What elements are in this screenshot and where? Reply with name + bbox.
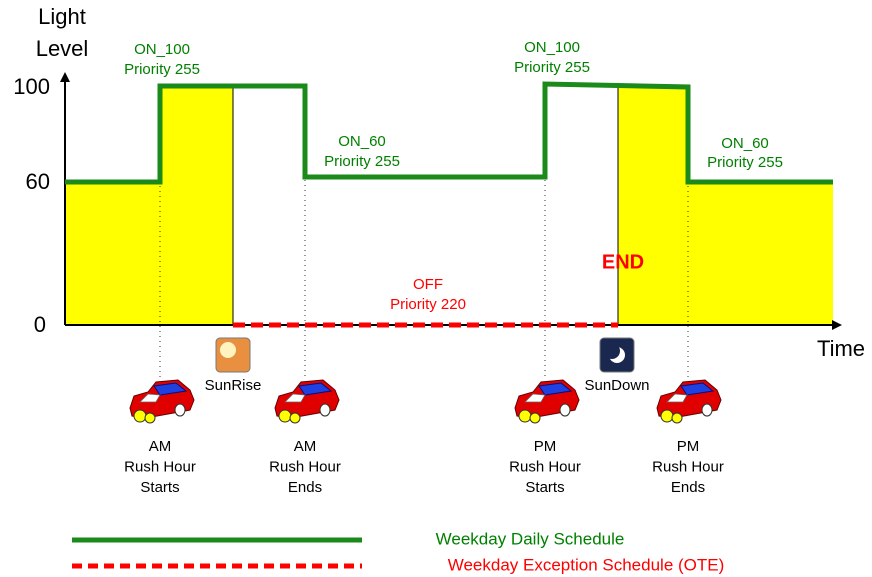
annotation: ON_100 (134, 41, 190, 58)
car-icon (129, 379, 195, 424)
car-icon (274, 379, 340, 424)
event-caption: Rush Hour (269, 458, 341, 475)
event-caption: AM (294, 438, 317, 455)
event-caption: Ends (288, 479, 322, 496)
daily-schedule-line (65, 81, 833, 185)
end-label: END (602, 251, 644, 273)
event-caption: PM (677, 438, 700, 455)
annotation: Priority 255 (324, 153, 400, 170)
annotation: OFF (413, 276, 443, 293)
sun-label: SunDown (584, 377, 649, 394)
legend-label: Weekday Daily Schedule (436, 529, 625, 548)
dotted-guides (159, 180, 689, 378)
event-caption: AM (149, 438, 172, 455)
y-title: Light (38, 4, 86, 29)
event-caption: Starts (140, 479, 179, 496)
y-tick: 100 (13, 74, 50, 99)
event-caption: Ends (671, 479, 705, 496)
annotation: ON_60 (721, 135, 769, 152)
axes (60, 72, 842, 330)
y-tick: 0 (34, 312, 46, 337)
annotation: ON_60 (338, 133, 386, 150)
sun-icon (215, 337, 251, 373)
sun-label: SunRise (205, 377, 262, 394)
car-icon (514, 379, 580, 424)
car-icon (656, 379, 722, 424)
annotation: ON_100 (524, 39, 580, 56)
fills (65, 86, 833, 325)
event-caption: Rush Hour (652, 458, 724, 475)
legend-label: Weekday Exception Schedule (OTE) (448, 555, 725, 574)
event-caption: PM (534, 438, 557, 455)
event-caption: Starts (525, 479, 564, 496)
x-title: Time (817, 336, 865, 361)
annotation: Priority 255 (514, 59, 590, 76)
event-caption: Rush Hour (124, 458, 196, 475)
y-tick: 60 (26, 169, 50, 194)
annotation: Priority 220 (390, 296, 466, 313)
y-title: Level (36, 36, 89, 61)
annotation: Priority 255 (124, 61, 200, 78)
event-caption: Rush Hour (509, 458, 581, 475)
event-captions: AM Rush Hour Starts AM Rush Hour Ends PM Rush H… (124, 438, 724, 496)
annotation: Priority 255 (707, 154, 783, 171)
moon-icon (599, 337, 635, 373)
